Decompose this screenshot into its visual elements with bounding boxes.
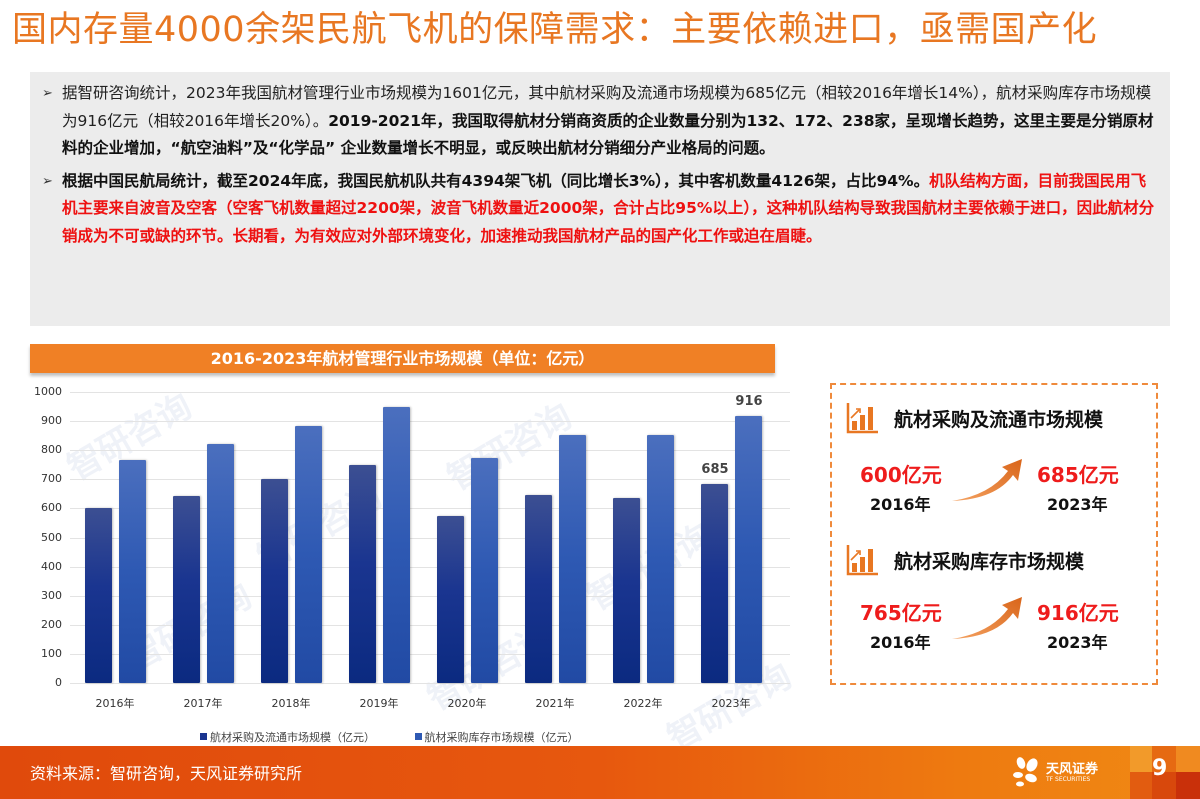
paragraph-1-bold: 2019-2021年，我国取得航材分销商资质的企业数量分别为132、172、23… (62, 111, 1154, 158)
y-axis-tick: 500 (41, 530, 62, 544)
y-axis-tick: 300 (41, 588, 62, 602)
bar-2 (735, 416, 762, 683)
y-axis-tick: 400 (41, 559, 62, 573)
bar-chart-growth-icon (846, 403, 878, 434)
y-axis-tick: 1000 (34, 385, 62, 398)
gridline (70, 537, 790, 539)
info-section-circulation: 航材采购及流通市场规模 600亿元 2016年 685亿元 2023年 (832, 391, 1156, 531)
gridline (70, 508, 790, 510)
bar-2 (207, 443, 234, 683)
y-axis-tick: 100 (41, 646, 62, 660)
data-label: 916 (735, 394, 763, 410)
x-axis-tick: 2018年 (271, 697, 311, 710)
watermark-text: 智研咨询 (440, 396, 579, 499)
bar-1 (261, 479, 288, 683)
gridline (70, 450, 790, 452)
growth-summary-box: 航材采购及流通市场规模 600亿元 2016年 685亿元 2023年 航材采购… (830, 383, 1158, 685)
logo-text: 天风证券 (1046, 762, 1099, 777)
bar-2 (647, 435, 674, 683)
y-axis-tick: 900 (41, 414, 62, 428)
curved-up-arrow-icon (952, 597, 1022, 639)
arrow-bullet-icon: ➢ (42, 173, 53, 189)
curved-up-arrow-icon (952, 459, 1022, 501)
summary-text-box: ➢ 据智研咨询统计，2023年我国航材管理行业市场规模为1601亿元，其中航材采… (30, 72, 1170, 326)
gridline (70, 421, 790, 423)
paragraph-2: ➢ 根据中国民航局统计，截至2024年底，我国民航机队共有4394架飞机（同比增… (40, 168, 1160, 251)
y-axis-tick: 800 (41, 443, 62, 457)
source-note: 资料来源：智研咨询，天风证券研究所 (30, 764, 303, 783)
paragraph-2-bold: 根据中国民航局统计，截至2024年底，我国民航机队共有4394架飞机（同比增长3… (62, 171, 930, 190)
x-axis-tick: 2020年 (447, 697, 487, 710)
y-axis-tick: 0 (55, 676, 62, 689)
gridline (70, 595, 790, 597)
bar-2 (471, 458, 498, 683)
data-label: 685 (701, 461, 729, 477)
bar-2 (295, 426, 322, 683)
bar-1 (349, 464, 376, 683)
from-value: 765亿元 (860, 601, 942, 625)
bar-1 (437, 516, 464, 683)
x-axis-tick: 2023年 (711, 697, 751, 710)
to-year: 2023年 (1047, 495, 1108, 514)
arrow-bullet-icon: ➢ (42, 86, 53, 101)
y-axis-tick: 200 (41, 617, 62, 631)
from-value: 600亿元 (860, 463, 942, 487)
legend-swatch-icon (200, 733, 207, 740)
bar-2 (383, 407, 410, 683)
bar-1 (173, 496, 200, 683)
bar-chart: 智研咨询智研咨询智研咨询智研咨询智研咨询智研咨询智研咨询010020030040… (20, 380, 799, 759)
legend-item-series-2: 航材采购库存市场规模（亿元） (414, 729, 579, 745)
gridline (70, 479, 790, 481)
bar-1 (701, 483, 728, 683)
info-heading: 航材采购及流通市场规模 (894, 409, 1104, 431)
info-heading: 航材采购库存市场规模 (894, 551, 1085, 573)
gridline (70, 566, 790, 568)
paragraph-2-red: 机队结构方面，目前我国民用飞机主要来自波音及空客（空客飞机数量超过2200架，波… (62, 171, 1155, 245)
from-year: 2016年 (870, 633, 931, 652)
to-year: 2023年 (1047, 633, 1108, 652)
chart-title: 2016-2023年航材管理行业市场规模（单位：亿元） (30, 344, 775, 373)
x-axis-tick: 2016年 (95, 697, 135, 710)
x-axis-tick: 2022年 (623, 697, 663, 710)
to-value: 916亿元 (1037, 601, 1119, 625)
gridline (70, 624, 790, 626)
x-axis-tick: 2019年 (359, 697, 399, 710)
x-axis-tick: 2017年 (183, 697, 223, 710)
chart-legend: 航材采购及流通市场规模（亿元） 航材采购库存市场规模（亿元） (200, 729, 615, 745)
decorative-tiles (1130, 746, 1200, 799)
page-number: 9 (1152, 756, 1168, 781)
legend-swatch-icon (414, 733, 422, 740)
company-logo: 天风证券 TF SECURITIES (1012, 754, 1142, 792)
paragraph-1: ➢ 据智研咨询统计，2023年我国航材管理行业市场规模为1601亿元，其中航材采… (40, 80, 1160, 163)
legend-item-series-1: 航材采购及流通市场规模（亿元） (200, 729, 375, 745)
to-value: 685亿元 (1037, 463, 1119, 487)
gridline (70, 653, 790, 655)
flower-logo-icon (1013, 757, 1038, 787)
bar-2 (559, 435, 586, 683)
bar-1 (85, 508, 112, 683)
bar-1 (525, 495, 552, 683)
footer-bar: 资料来源：智研咨询，天风证券研究所 天风证券 TF SECURITIES 9 (0, 746, 1200, 799)
bar-1 (613, 498, 640, 683)
gridline (70, 683, 790, 684)
x-axis-tick: 2021年 (535, 697, 575, 710)
y-axis-tick: 600 (41, 501, 62, 515)
from-year: 2016年 (870, 495, 931, 514)
bar-chart-growth-icon (846, 545, 878, 576)
paragraph-1-normal: 据智研咨询统计，2023年我国航材管理行业市场规模为1601亿元，其中航材采购及… (62, 84, 1152, 130)
bar-2 (119, 460, 146, 683)
info-section-inventory: 航材采购库存市场规模 765亿元 2016年 916亿元 2023年 (832, 533, 1156, 673)
gridline (70, 392, 790, 393)
logo-subtext: TF SECURITIES (1046, 776, 1091, 783)
y-axis-tick: 700 (41, 472, 62, 486)
page-title: 国内存量4000余架民航飞机的保障需求：主要依赖进口，亟需国产化 (12, 10, 1098, 50)
